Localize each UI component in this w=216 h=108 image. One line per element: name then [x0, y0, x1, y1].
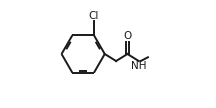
Text: O: O — [123, 31, 132, 41]
Text: NH: NH — [131, 61, 146, 71]
Text: Cl: Cl — [89, 11, 99, 21]
